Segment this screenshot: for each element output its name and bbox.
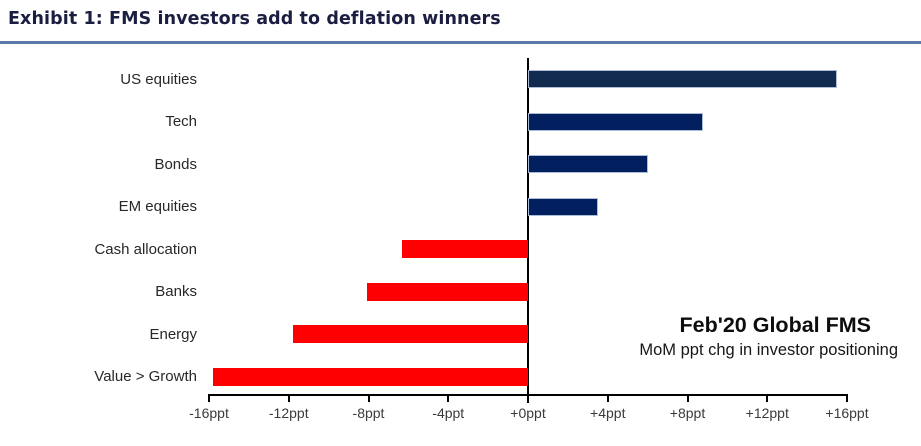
bar-energy: [292, 325, 528, 343]
x-tick-m12ppt: [287, 396, 290, 402]
zero-axis-line: [527, 58, 529, 403]
x-tick-label-p16ppt: +16ppt: [825, 405, 869, 421]
x-tick-label-m8ppt: -8ppt: [352, 405, 385, 421]
bar-em-equities: [528, 197, 598, 216]
x-tick-m4ppt: [447, 396, 450, 402]
category-label-value-growth: Value > Growth: [94, 368, 197, 385]
bar-value-growth: [212, 367, 528, 386]
x-tick-label-m12ppt: -12ppt: [268, 405, 309, 421]
x-tick-label-m4ppt: -4ppt: [432, 405, 465, 421]
x-tick-p16ppt: [846, 396, 848, 402]
x-axis-line: [208, 394, 848, 396]
x-tick-p4ppt: [606, 396, 609, 402]
category-label-tech: Tech: [165, 113, 197, 130]
x-tick-p12ppt: [766, 396, 769, 402]
annotation-metric-desc: MoM ppt chg in investor positioning: [639, 341, 898, 359]
x-tick-label-p0ppt: +0ppt: [510, 405, 546, 421]
bar-us-equities: [528, 70, 838, 88]
annotation-survey-name: Feb'20 Global FMS: [679, 313, 871, 337]
x-tick-label-p12ppt: +12ppt: [745, 405, 789, 421]
bar-tech: [528, 112, 704, 131]
category-label-em-equities: EM equities: [118, 198, 197, 215]
bar-banks: [366, 282, 528, 301]
x-tick-label-m16ppt: -16ppt: [189, 405, 229, 421]
category-label-bonds: Bonds: [154, 155, 197, 173]
bar-cash-allocation: [402, 240, 528, 258]
x-tick-label-p8ppt: +8ppt: [669, 405, 706, 421]
category-label-banks: Banks: [155, 283, 197, 300]
x-tick-m16ppt: [208, 396, 210, 402]
x-tick-m8ppt: [367, 396, 370, 402]
category-label-energy: Energy: [149, 325, 197, 343]
exhibit-title: Exhibit 1: FMS investors add to deflatio…: [8, 9, 501, 29]
category-label-cash-allocation: Cash allocation: [94, 240, 197, 258]
x-tick-p8ppt: [686, 396, 689, 402]
bar-bonds: [528, 155, 648, 173]
chart-annotation: Feb'20 Global FMS MoM ppt chg in investo…: [639, 313, 898, 360]
title-underline: [0, 41, 921, 44]
x-tick-label-p4ppt: +4ppt: [590, 405, 626, 421]
x-tick-p0ppt: [527, 396, 529, 402]
category-label-us-equities: US equities: [120, 70, 197, 88]
